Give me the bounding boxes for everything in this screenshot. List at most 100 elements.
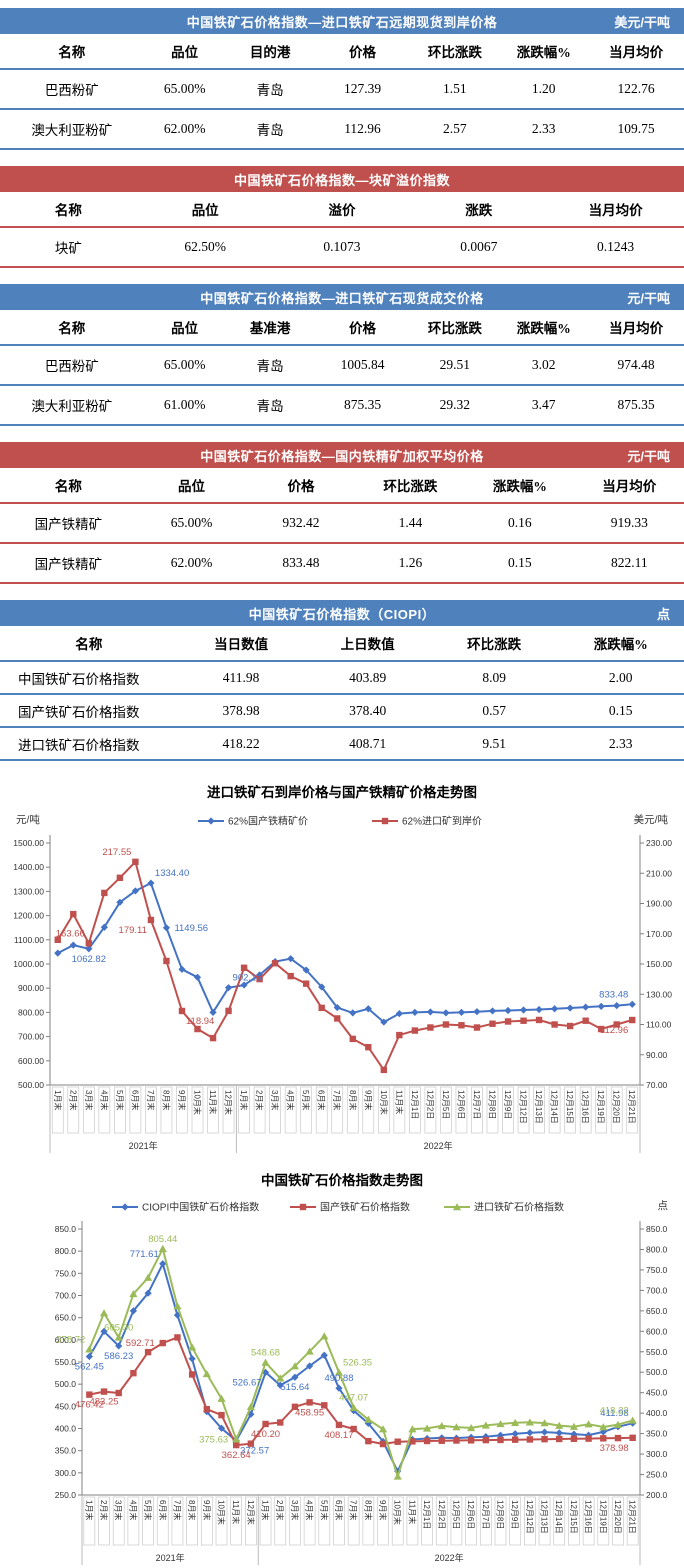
data-point-marker <box>302 966 310 974</box>
category-label: 10月末 <box>393 1500 403 1525</box>
column-header: 名称 <box>0 626 178 662</box>
data-point-label: 112.96 <box>600 1025 628 1036</box>
column-header: 涨跌幅% <box>557 626 684 662</box>
data-point-marker <box>159 1339 166 1347</box>
legend-label: CIOPI中国铁矿石价格指数 <box>142 1201 259 1214</box>
table-header-band: 中国铁矿石价格指数—块矿溢价指数 <box>0 166 684 192</box>
data-point-marker <box>541 1435 548 1443</box>
table-unit: 元/干吨 <box>627 448 670 464</box>
category-label: 3月末 <box>290 1500 300 1520</box>
category-label: 11月末 <box>208 1090 218 1114</box>
data-point-marker <box>458 1022 465 1029</box>
data-point-marker <box>566 1022 574 1030</box>
column-header: 上日数值 <box>304 626 431 662</box>
data-point-marker <box>497 1436 504 1444</box>
category-label: 4月末 <box>99 1090 109 1110</box>
column-header: 基准港 <box>225 310 315 346</box>
data-point-marker <box>100 1388 108 1395</box>
table-cell: 3.02 <box>499 345 589 386</box>
data-point-marker <box>613 1420 623 1428</box>
category-label-box <box>284 1086 297 1134</box>
data-point-marker <box>364 1415 373 1423</box>
category-label: 11月末 <box>407 1500 417 1524</box>
left-tick-label: 750.0 <box>55 1268 77 1278</box>
table-cell: 29.32 <box>410 385 500 426</box>
table-cell: 国产铁精矿 <box>0 543 137 584</box>
table-header-band: 中国铁矿石价格指数—国内铁精矿加权平均价格 元/干吨 <box>0 442 684 468</box>
data-point-marker <box>240 964 248 971</box>
column-header: 价格 <box>314 310 411 346</box>
data-point-marker <box>365 1043 372 1051</box>
table-cell: 0.0067 <box>410 227 548 268</box>
report-table: 中国铁矿石价格指数—进口铁矿石现货成交价格 元/干吨 名称 品位 基准港 价格 环比涨跌 涨跌… <box>0 284 684 426</box>
data-point-marker <box>582 1003 590 1011</box>
right-tick-label: 650.0 <box>646 1306 668 1316</box>
category-label-box <box>548 1086 561 1134</box>
data-point-marker <box>54 936 61 943</box>
data-point-marker <box>629 1434 636 1442</box>
data-point-marker <box>290 1362 300 1370</box>
category-label: 12月12日 <box>525 1500 534 1534</box>
column-header: 品位 <box>143 310 226 346</box>
data-point-marker <box>569 1422 579 1430</box>
table-cell: 1005.84 <box>314 345 411 386</box>
table-cell: 青岛 <box>225 69 315 110</box>
left-tick-label: 400.0 <box>55 1424 77 1434</box>
table-cell: 0.16 <box>465 503 575 544</box>
category-label: 12月21日 <box>628 1500 637 1534</box>
data-point-marker <box>262 1420 269 1428</box>
left-tick-label: 450.0 <box>55 1401 77 1411</box>
data-point-marker <box>218 1411 225 1419</box>
column-header: 涨跌 <box>410 192 548 228</box>
left-tick-label: 600.00 <box>18 1056 44 1066</box>
category-label: 12月7日 <box>481 1500 490 1529</box>
table-cell: 932.42 <box>246 503 356 544</box>
category-label: 12月14日 <box>550 1090 559 1124</box>
right-tick-label: 110.00 <box>646 1020 672 1030</box>
table-cell: 9.51 <box>430 727 558 761</box>
data-point-marker <box>100 923 108 931</box>
category-label-box <box>315 1086 328 1134</box>
data-point-marker <box>101 889 108 897</box>
table-title: 中国铁矿石价格指数—块矿溢价指数 <box>233 172 450 188</box>
table-row: 国产铁精矿 62.00% 833.48 1.26 0.15 822.11 <box>0 543 684 584</box>
table-cell: 进口铁矿石价格指数 <box>0 727 178 761</box>
data-point-marker <box>85 945 93 953</box>
category-label: 11月末 <box>231 1500 241 1524</box>
table-cell: 65.00% <box>143 69 226 110</box>
data-point-marker <box>473 1008 481 1016</box>
category-label-box <box>253 1086 266 1134</box>
data-point-marker <box>225 1007 232 1015</box>
table-cell: 127.39 <box>314 69 411 110</box>
data-point-marker <box>597 1002 605 1010</box>
series-line <box>89 1336 633 1447</box>
category-label: 12月21日 <box>627 1090 636 1124</box>
data-point-label: 833.48 <box>599 989 628 1000</box>
left-tick-label: 1400.00 <box>13 862 44 872</box>
left-tick-label: 650.0 <box>55 1313 77 1323</box>
data-point-marker <box>114 1333 123 1341</box>
category-label: 7月末 <box>172 1500 182 1520</box>
category-label: 12月15日 <box>569 1500 578 1534</box>
table-header-band: 中国铁矿石价格指数（CIOPI） 点 <box>0 600 684 626</box>
legend-label: 进口铁矿石价格指数 <box>474 1201 564 1214</box>
table-cell: 8.09 <box>430 661 558 695</box>
data-point-marker <box>540 1419 549 1427</box>
data-point-marker <box>535 1005 543 1014</box>
data-point-marker <box>526 1436 534 1443</box>
data-point-marker <box>85 1352 93 1361</box>
data-point-marker <box>277 1419 284 1426</box>
category-label-box <box>300 1086 313 1134</box>
data-point-label: 408.17 <box>324 1430 353 1441</box>
column-header: 目的港 <box>225 34 315 70</box>
data-point-label: 586.23 <box>104 1351 133 1362</box>
column-header: 品位 <box>143 34 226 70</box>
data-point-marker <box>349 1403 358 1411</box>
data-point-marker <box>540 1428 549 1436</box>
column-header: 环比涨跌 <box>430 626 558 662</box>
category-label: 7月末 <box>332 1090 342 1110</box>
category-label: 12月5日 <box>441 1090 450 1119</box>
category-label: 12月20日 <box>612 1090 621 1124</box>
data-point-marker <box>488 1007 497 1015</box>
